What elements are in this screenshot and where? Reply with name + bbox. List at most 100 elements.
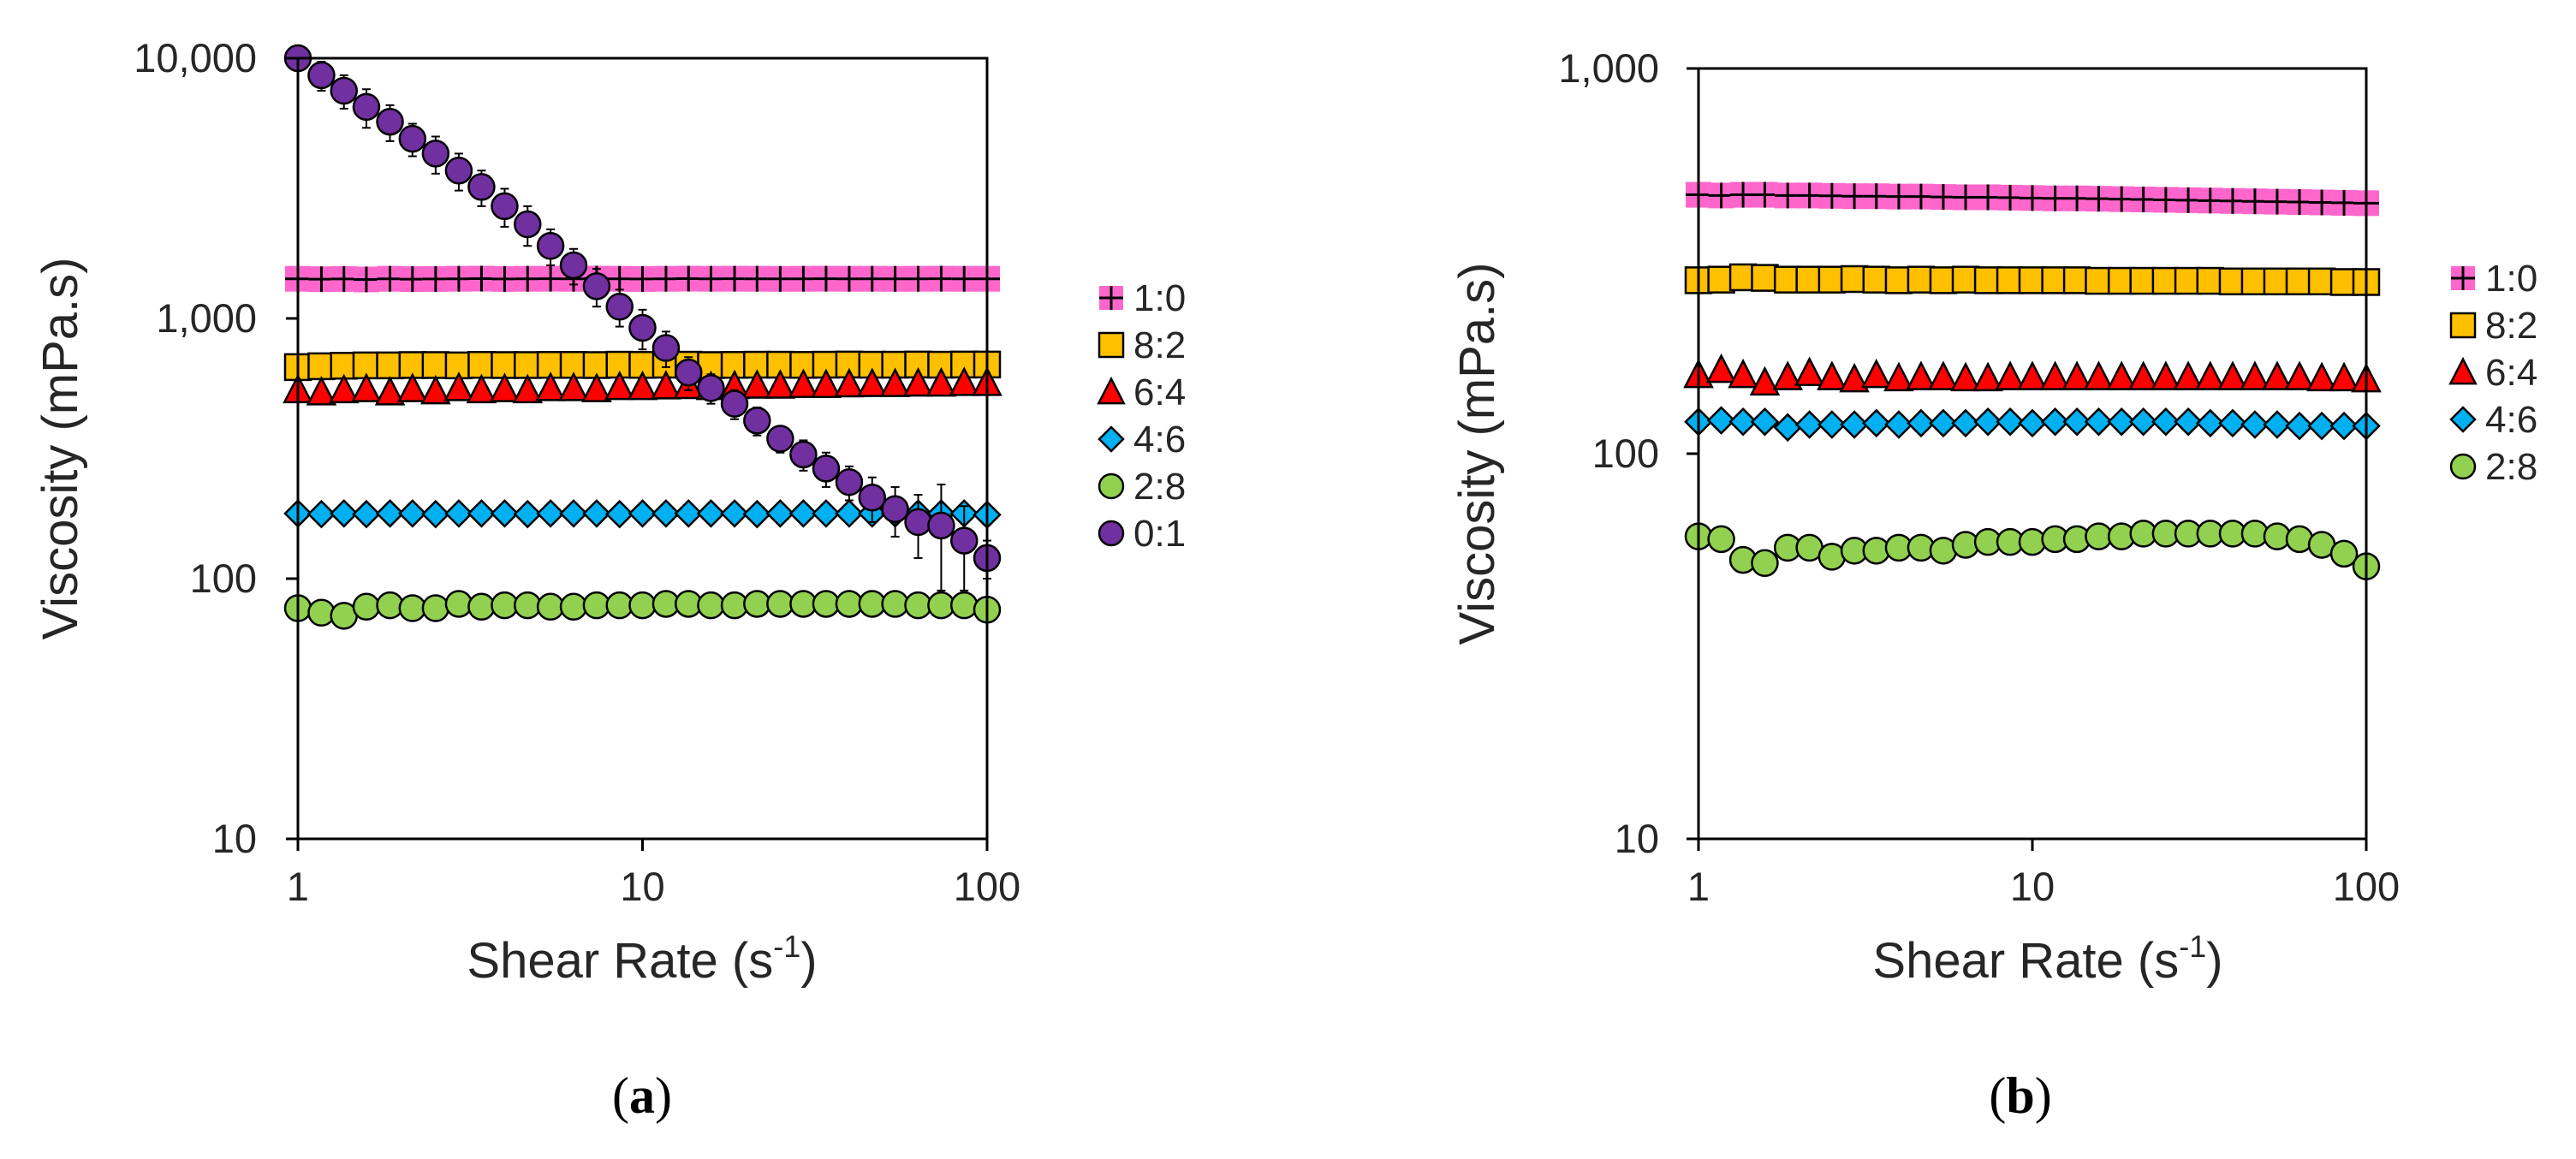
data-point bbox=[2174, 407, 2203, 437]
data-point bbox=[742, 499, 772, 529]
data-point bbox=[2329, 539, 2359, 568]
data-point bbox=[2061, 360, 2092, 390]
data-point bbox=[1772, 360, 1803, 390]
data-point bbox=[421, 499, 450, 529]
data-point bbox=[375, 499, 405, 528]
data-point bbox=[1860, 358, 1892, 389]
data-point bbox=[1775, 182, 1801, 209]
data-point bbox=[2173, 360, 2204, 390]
data-point bbox=[881, 495, 909, 524]
data-point bbox=[765, 499, 795, 528]
data-point bbox=[399, 266, 425, 293]
data-point bbox=[1950, 361, 1981, 392]
data-point bbox=[628, 499, 657, 528]
legend-entry-6-4: 6:4 bbox=[2448, 352, 2537, 394]
data-point bbox=[306, 499, 336, 529]
data-point bbox=[536, 232, 565, 260]
legend-label: 1:0 bbox=[2485, 258, 2537, 300]
data-point bbox=[444, 590, 473, 618]
data-point bbox=[766, 425, 794, 453]
data-point bbox=[2020, 185, 2045, 211]
legend-label: 2:8 bbox=[1133, 466, 1186, 508]
panel-a-x-axis-title: Shear Rate (s-1) bbox=[467, 929, 817, 989]
legend-entry-0-1: 0:1 bbox=[1098, 513, 1186, 555]
data-point bbox=[512, 373, 544, 404]
legend-label: 8:2 bbox=[2485, 305, 2537, 347]
data-point bbox=[2128, 407, 2158, 437]
data-point bbox=[2263, 410, 2292, 439]
data-point bbox=[859, 265, 885, 292]
data-point bbox=[444, 157, 473, 185]
data-point bbox=[812, 499, 841, 528]
data-point bbox=[582, 499, 611, 528]
data-point bbox=[741, 369, 773, 399]
data-point bbox=[307, 61, 336, 90]
data-point bbox=[674, 358, 703, 387]
data-point bbox=[812, 265, 839, 292]
data-point bbox=[1906, 360, 1936, 390]
series-2-8 bbox=[1684, 520, 2381, 580]
data-point bbox=[927, 591, 955, 620]
data-point bbox=[1884, 410, 1913, 439]
data-point bbox=[790, 265, 817, 292]
data-point bbox=[1973, 407, 2002, 437]
data-point bbox=[1885, 183, 1912, 210]
data-point bbox=[858, 590, 887, 618]
data-point bbox=[604, 499, 634, 529]
legend-label: 2:8 bbox=[2485, 446, 2537, 488]
data-point bbox=[2018, 527, 2047, 556]
data-point bbox=[2264, 188, 2290, 215]
data-point bbox=[559, 499, 588, 528]
data-point bbox=[377, 265, 403, 292]
data-point bbox=[2240, 410, 2270, 439]
panel-b-markers bbox=[1683, 181, 2382, 580]
data-point bbox=[421, 140, 450, 168]
data-point bbox=[1708, 182, 1734, 209]
data-point bbox=[2287, 189, 2313, 216]
data-point bbox=[2018, 408, 2047, 438]
series-8-2 bbox=[1684, 263, 2381, 296]
data-point bbox=[1706, 406, 1736, 435]
data-point bbox=[1972, 361, 2003, 392]
legend-label: 6:4 bbox=[2485, 352, 2537, 394]
panel-a-label: (a) bbox=[612, 1067, 672, 1124]
y-tick-label: 10 bbox=[1615, 816, 1659, 861]
data-point bbox=[2331, 189, 2358, 216]
y-tick-label: 100 bbox=[190, 556, 257, 601]
data-point bbox=[858, 483, 887, 512]
data-point bbox=[352, 499, 381, 529]
legend-marker bbox=[1097, 376, 1126, 405]
y-tick-label: 1,000 bbox=[1558, 45, 1659, 91]
data-point bbox=[515, 265, 541, 292]
series-2-8 bbox=[283, 590, 1002, 630]
data-point bbox=[1907, 408, 1936, 438]
panel-b-ticks: 10 100 1,000 1 10 100 bbox=[1558, 45, 2400, 909]
data-point bbox=[1818, 182, 1845, 209]
legend-entry-2-8: 2:8 bbox=[1098, 466, 1186, 508]
data-point bbox=[443, 371, 474, 401]
series-6-4 bbox=[1683, 353, 2382, 396]
data-point bbox=[559, 592, 588, 621]
data-point bbox=[879, 367, 911, 397]
legend-marker bbox=[2449, 312, 2477, 339]
data-point bbox=[604, 370, 635, 401]
data-point bbox=[905, 265, 931, 292]
data-point bbox=[652, 265, 679, 292]
data-point bbox=[881, 590, 909, 618]
data-point bbox=[398, 124, 427, 153]
data-point bbox=[605, 591, 634, 620]
series-6-4 bbox=[283, 366, 1002, 406]
data-point bbox=[1996, 407, 2025, 437]
data-point bbox=[307, 352, 336, 381]
data-point bbox=[2151, 407, 2180, 437]
data-point bbox=[421, 351, 450, 379]
data-point bbox=[308, 266, 335, 293]
data-point bbox=[489, 372, 521, 402]
data-point bbox=[1751, 264, 1779, 292]
data-point bbox=[582, 272, 611, 300]
panel-b-label: (b) bbox=[1989, 1067, 2051, 1124]
data-point bbox=[2306, 361, 2337, 392]
data-point bbox=[1839, 362, 1870, 393]
data-point bbox=[536, 499, 565, 528]
data-point bbox=[1730, 181, 1757, 208]
